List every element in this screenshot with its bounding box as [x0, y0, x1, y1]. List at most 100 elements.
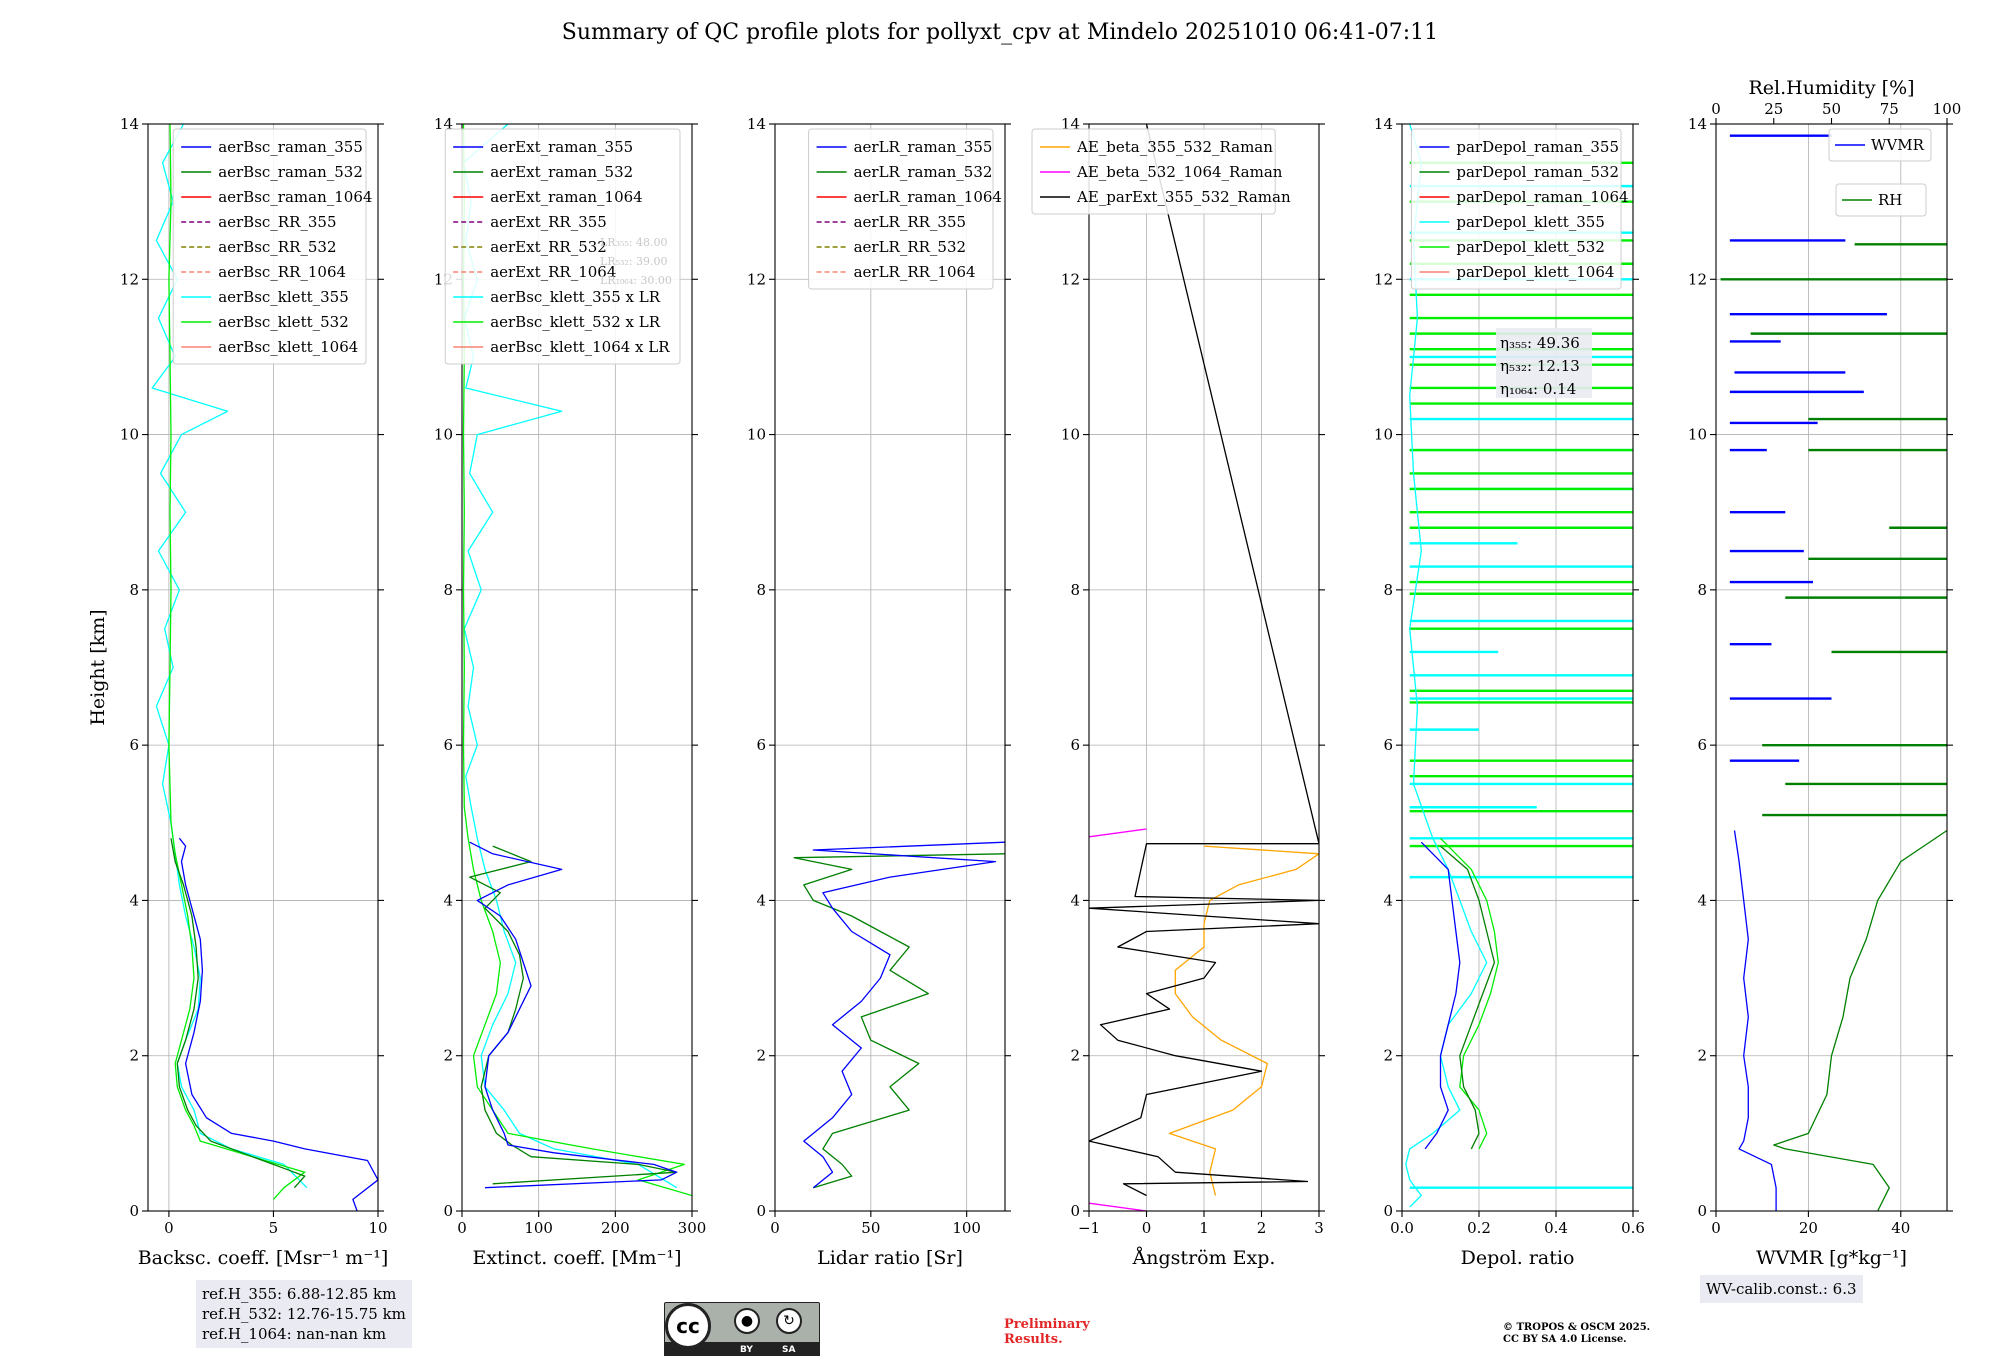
axes-frame — [1401, 123, 1634, 1212]
top-x-tick-label: 75 — [1880, 100, 1899, 118]
y-axis-label: Height [km] — [87, 609, 109, 725]
legend-label: aerBsc_klett_1064 x LR — [490, 338, 670, 356]
axes-frame — [461, 123, 693, 1212]
legend-label: aerBsc_klett_1064 — [218, 338, 358, 356]
y-tick-label: 10 — [1688, 426, 1707, 444]
y-tick-label: 12 — [120, 270, 139, 288]
y-tick-label: 0 — [756, 1202, 766, 1220]
legend-label: AE_beta_355_532_Raman — [1076, 138, 1273, 156]
y-tick-label: 6 — [1383, 736, 1393, 754]
series-parDepol_klett_355 — [1405, 124, 1488, 1208]
y-tick-label: 8 — [1697, 581, 1707, 599]
x-tick-label: 0 — [457, 1219, 467, 1237]
figure-title: Summary of QC profile plots for pollyxt_… — [561, 20, 1439, 45]
top-x-tick-label: 100 — [1933, 100, 1962, 118]
y-tick-label: 0 — [129, 1202, 139, 1220]
y-tick-label: 0 — [1697, 1202, 1707, 1220]
legend-label: AE_parExt_355_532_Raman — [1076, 188, 1291, 206]
y-tick-label: 6 — [129, 736, 139, 754]
plot-area — [1089, 124, 1319, 1211]
legend-label: aerBsc_RR_355 — [218, 213, 336, 231]
axes-frame — [774, 123, 1006, 1212]
x-axis-label: Ångström Exp. — [1132, 1247, 1276, 1269]
series-aerBsc_raman_355 — [178, 837, 378, 1211]
y-tick-label: 4 — [443, 891, 453, 909]
series-aerBsc_klett_532 — [168, 124, 306, 1200]
preliminary-line-2: Results. — [1004, 1332, 1063, 1347]
legend-label: parDepol_klett_355 — [1456, 213, 1605, 231]
y-tick-label: 6 — [443, 736, 453, 754]
legend-box — [1410, 128, 1622, 290]
x-tick-label: 300 — [678, 1219, 707, 1237]
y-tick-label: 2 — [1070, 1047, 1080, 1065]
y-tick-label: 2 — [756, 1047, 766, 1065]
legend-box — [1835, 183, 1927, 217]
top-x-axis-label: Rel.Humidity [%] — [1748, 77, 1914, 99]
lidar-ratio-annotation: LR₅₃₂: 39.00 — [600, 255, 668, 268]
x-tick-label: 10 — [368, 1219, 387, 1237]
legend-label: aerBsc_klett_355 — [218, 288, 349, 306]
series-AE_beta_532_1064_Raman — [1089, 1202, 1147, 1211]
x-tick-label: −1 — [1078, 1219, 1100, 1237]
y-tick-label: 8 — [756, 581, 766, 599]
wv-calib-box: WV-calib.const.: 6.3 — [1700, 1275, 1863, 1303]
x-tick-label: 0.0 — [1390, 1219, 1414, 1237]
x-tick-label: 2 — [1257, 1219, 1267, 1237]
y-tick-label: 0 — [1070, 1202, 1080, 1220]
plot-area — [1405, 124, 1633, 1208]
copyright-note: © TROPOS & OSCM 2025. CC BY SA 4.0 Licen… — [1503, 1322, 1650, 1346]
cc-by-label: BY — [740, 1345, 753, 1355]
legend-box — [1031, 128, 1276, 215]
y-tick-label: 8 — [1070, 581, 1080, 599]
legend-label: parDepol_klett_1064 — [1456, 263, 1614, 281]
legend-box — [444, 128, 681, 365]
y-tick-label: 8 — [1383, 581, 1393, 599]
legend-label: parDepol_klett_532 — [1456, 238, 1605, 256]
legend-label: aerLR_RR_532 — [854, 238, 966, 256]
legend-label: AE_beta_532_1064_Raman — [1076, 163, 1283, 181]
series-parDepol_raman_532 — [1440, 845, 1496, 1150]
x-axis-label: Backsc. coeff. [Msr⁻¹ m⁻¹] — [138, 1247, 389, 1269]
legend-label: aerLR_RR_1064 — [854, 263, 976, 281]
legend-label: aerBsc_klett_532 x LR — [490, 313, 661, 331]
y-tick-label: 6 — [756, 736, 766, 754]
series-WVMR — [1733, 830, 1777, 1211]
series-aerExt_raman_532 — [469, 845, 678, 1185]
eta-annotation: η₃₅₅: 49.36 — [1500, 334, 1580, 352]
lidar-ratio-annotation: LR₃₅₅: 48.00 — [600, 236, 668, 249]
y-tick-label: 14 — [1374, 115, 1393, 133]
series-aerBsc_klett_355 — [151, 124, 308, 1189]
y-tick-label: 0 — [443, 1202, 453, 1220]
cc-badge-bar — [664, 1342, 820, 1356]
x-tick-label: 40 — [1891, 1219, 1910, 1237]
y-tick-label: 10 — [120, 426, 139, 444]
share-alike-icon: ↻ — [776, 1308, 802, 1334]
x-tick-label: 0 — [770, 1219, 780, 1237]
x-axis-label: Depol. ratio — [1461, 1247, 1575, 1269]
legend: aerLR_raman_355 aerLR_raman_532 aerLR_rama… — [808, 128, 1002, 290]
x-tick-label: 50 — [861, 1219, 880, 1237]
legend-label: aerExt_RR_532 — [490, 238, 607, 256]
series-RH — [1773, 829, 1947, 1211]
legend-label: aerBsc_klett_355 x LR — [490, 288, 661, 306]
legend-label: aerBsc_raman_355 — [218, 138, 363, 156]
x-tick-label: 0 — [164, 1219, 174, 1237]
y-tick-label: 10 — [1061, 426, 1080, 444]
copyright-line-2: CC BY SA 4.0 License. — [1503, 1334, 1627, 1345]
y-tick-label: 14 — [747, 115, 766, 133]
attribution-person-icon: ● — [734, 1308, 760, 1334]
legend-box — [172, 128, 367, 365]
legend-label: aerExt_raman_532 — [490, 163, 633, 181]
y-tick-label: 2 — [129, 1047, 139, 1065]
y-tick-label: 2 — [1697, 1047, 1707, 1065]
legend-label: aerBsc_raman_1064 — [218, 188, 372, 206]
y-tick-label: 14 — [1688, 115, 1707, 133]
y-tick-label: 12 — [747, 270, 766, 288]
reference-heights-box: ref.H_355: 6.88-12.85 km ref.H_532: 12.7… — [196, 1280, 412, 1348]
x-tick-label: 1 — [1199, 1219, 1209, 1237]
preliminary-note: Preliminary Results. — [1004, 1317, 1090, 1347]
series-aerExt_raman_355 — [469, 841, 678, 1189]
